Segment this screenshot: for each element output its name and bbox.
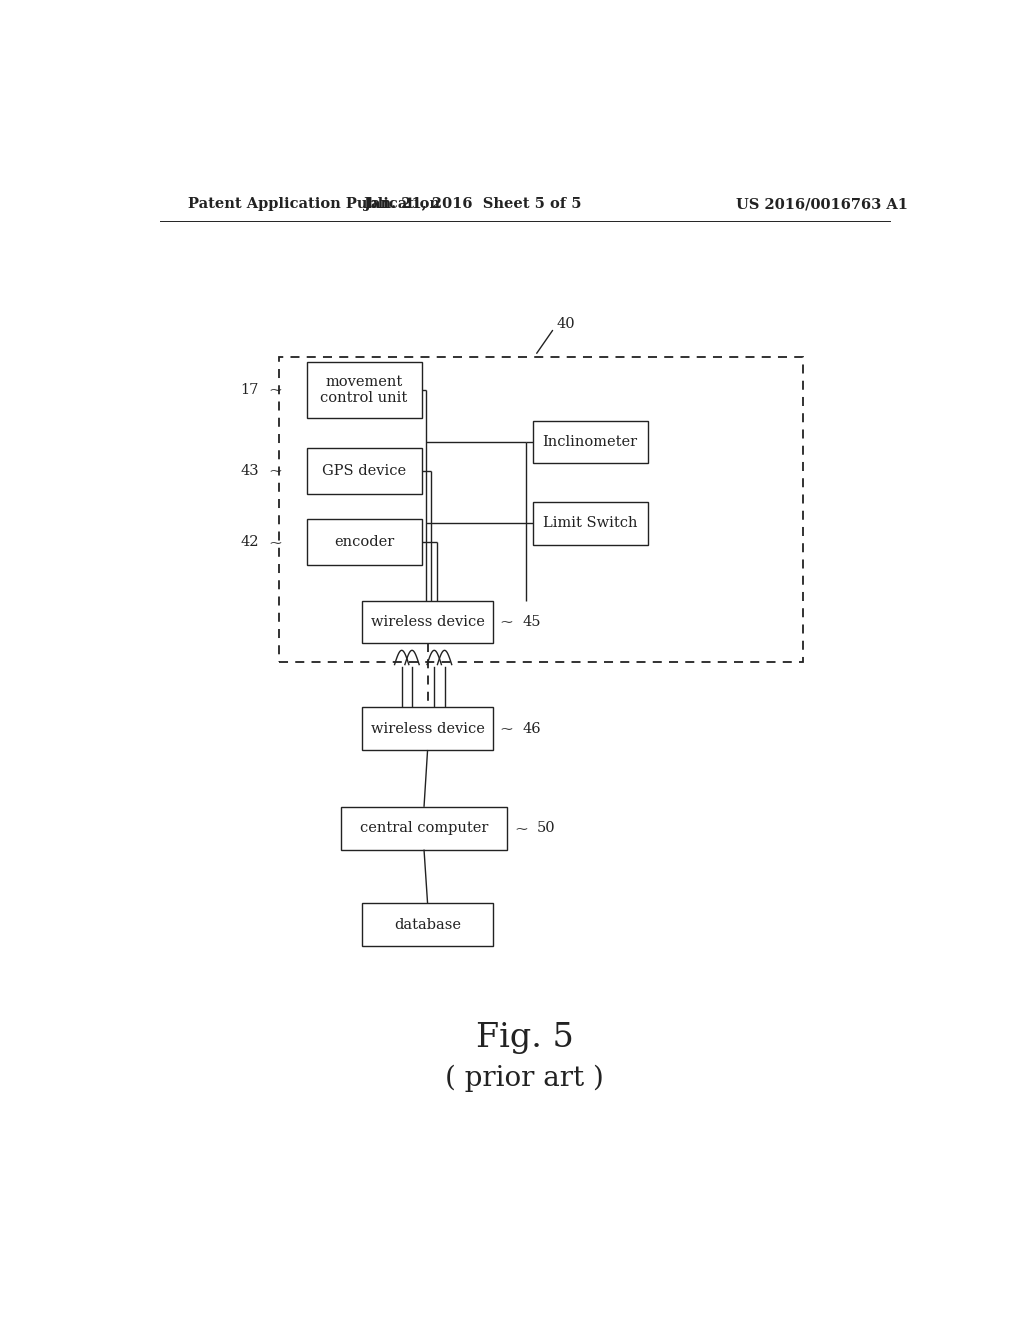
Text: 50: 50 (537, 821, 555, 836)
Text: Patent Application Publication: Patent Application Publication (187, 197, 439, 211)
Text: wireless device: wireless device (371, 722, 484, 735)
Bar (306, 362, 422, 417)
Bar (532, 421, 648, 463)
Text: US 2016/0016763 A1: US 2016/0016763 A1 (736, 197, 908, 211)
Bar (532, 502, 648, 545)
Text: Limit Switch: Limit Switch (543, 516, 638, 531)
Text: wireless device: wireless device (371, 615, 484, 628)
Text: GPS device: GPS device (322, 463, 407, 478)
Bar (306, 519, 422, 565)
Text: 43: 43 (241, 463, 259, 478)
Text: encoder: encoder (334, 535, 394, 549)
Bar (306, 447, 422, 494)
Bar (362, 903, 493, 946)
Text: ~: ~ (514, 820, 527, 837)
Text: Jan. 21, 2016  Sheet 5 of 5: Jan. 21, 2016 Sheet 5 of 5 (365, 197, 582, 211)
Text: database: database (394, 917, 461, 932)
Text: movement
control unit: movement control unit (321, 375, 408, 405)
Text: ~: ~ (268, 462, 282, 479)
Text: 46: 46 (522, 722, 541, 735)
Bar (362, 708, 493, 750)
Bar (341, 807, 507, 850)
Text: ( prior art ): ( prior art ) (445, 1064, 604, 1092)
Text: ~: ~ (268, 381, 282, 399)
Text: ~: ~ (268, 533, 282, 550)
Bar (279, 356, 803, 661)
Text: 40: 40 (557, 317, 575, 331)
Text: ~: ~ (500, 721, 514, 737)
Text: Inclinometer: Inclinometer (543, 436, 638, 449)
Bar (362, 601, 493, 643)
Text: 17: 17 (241, 383, 259, 396)
Text: 42: 42 (241, 535, 259, 549)
Text: 45: 45 (522, 615, 541, 628)
Text: Fig. 5: Fig. 5 (476, 1022, 573, 1053)
Text: central computer: central computer (359, 821, 488, 836)
Text: ~: ~ (500, 614, 514, 631)
